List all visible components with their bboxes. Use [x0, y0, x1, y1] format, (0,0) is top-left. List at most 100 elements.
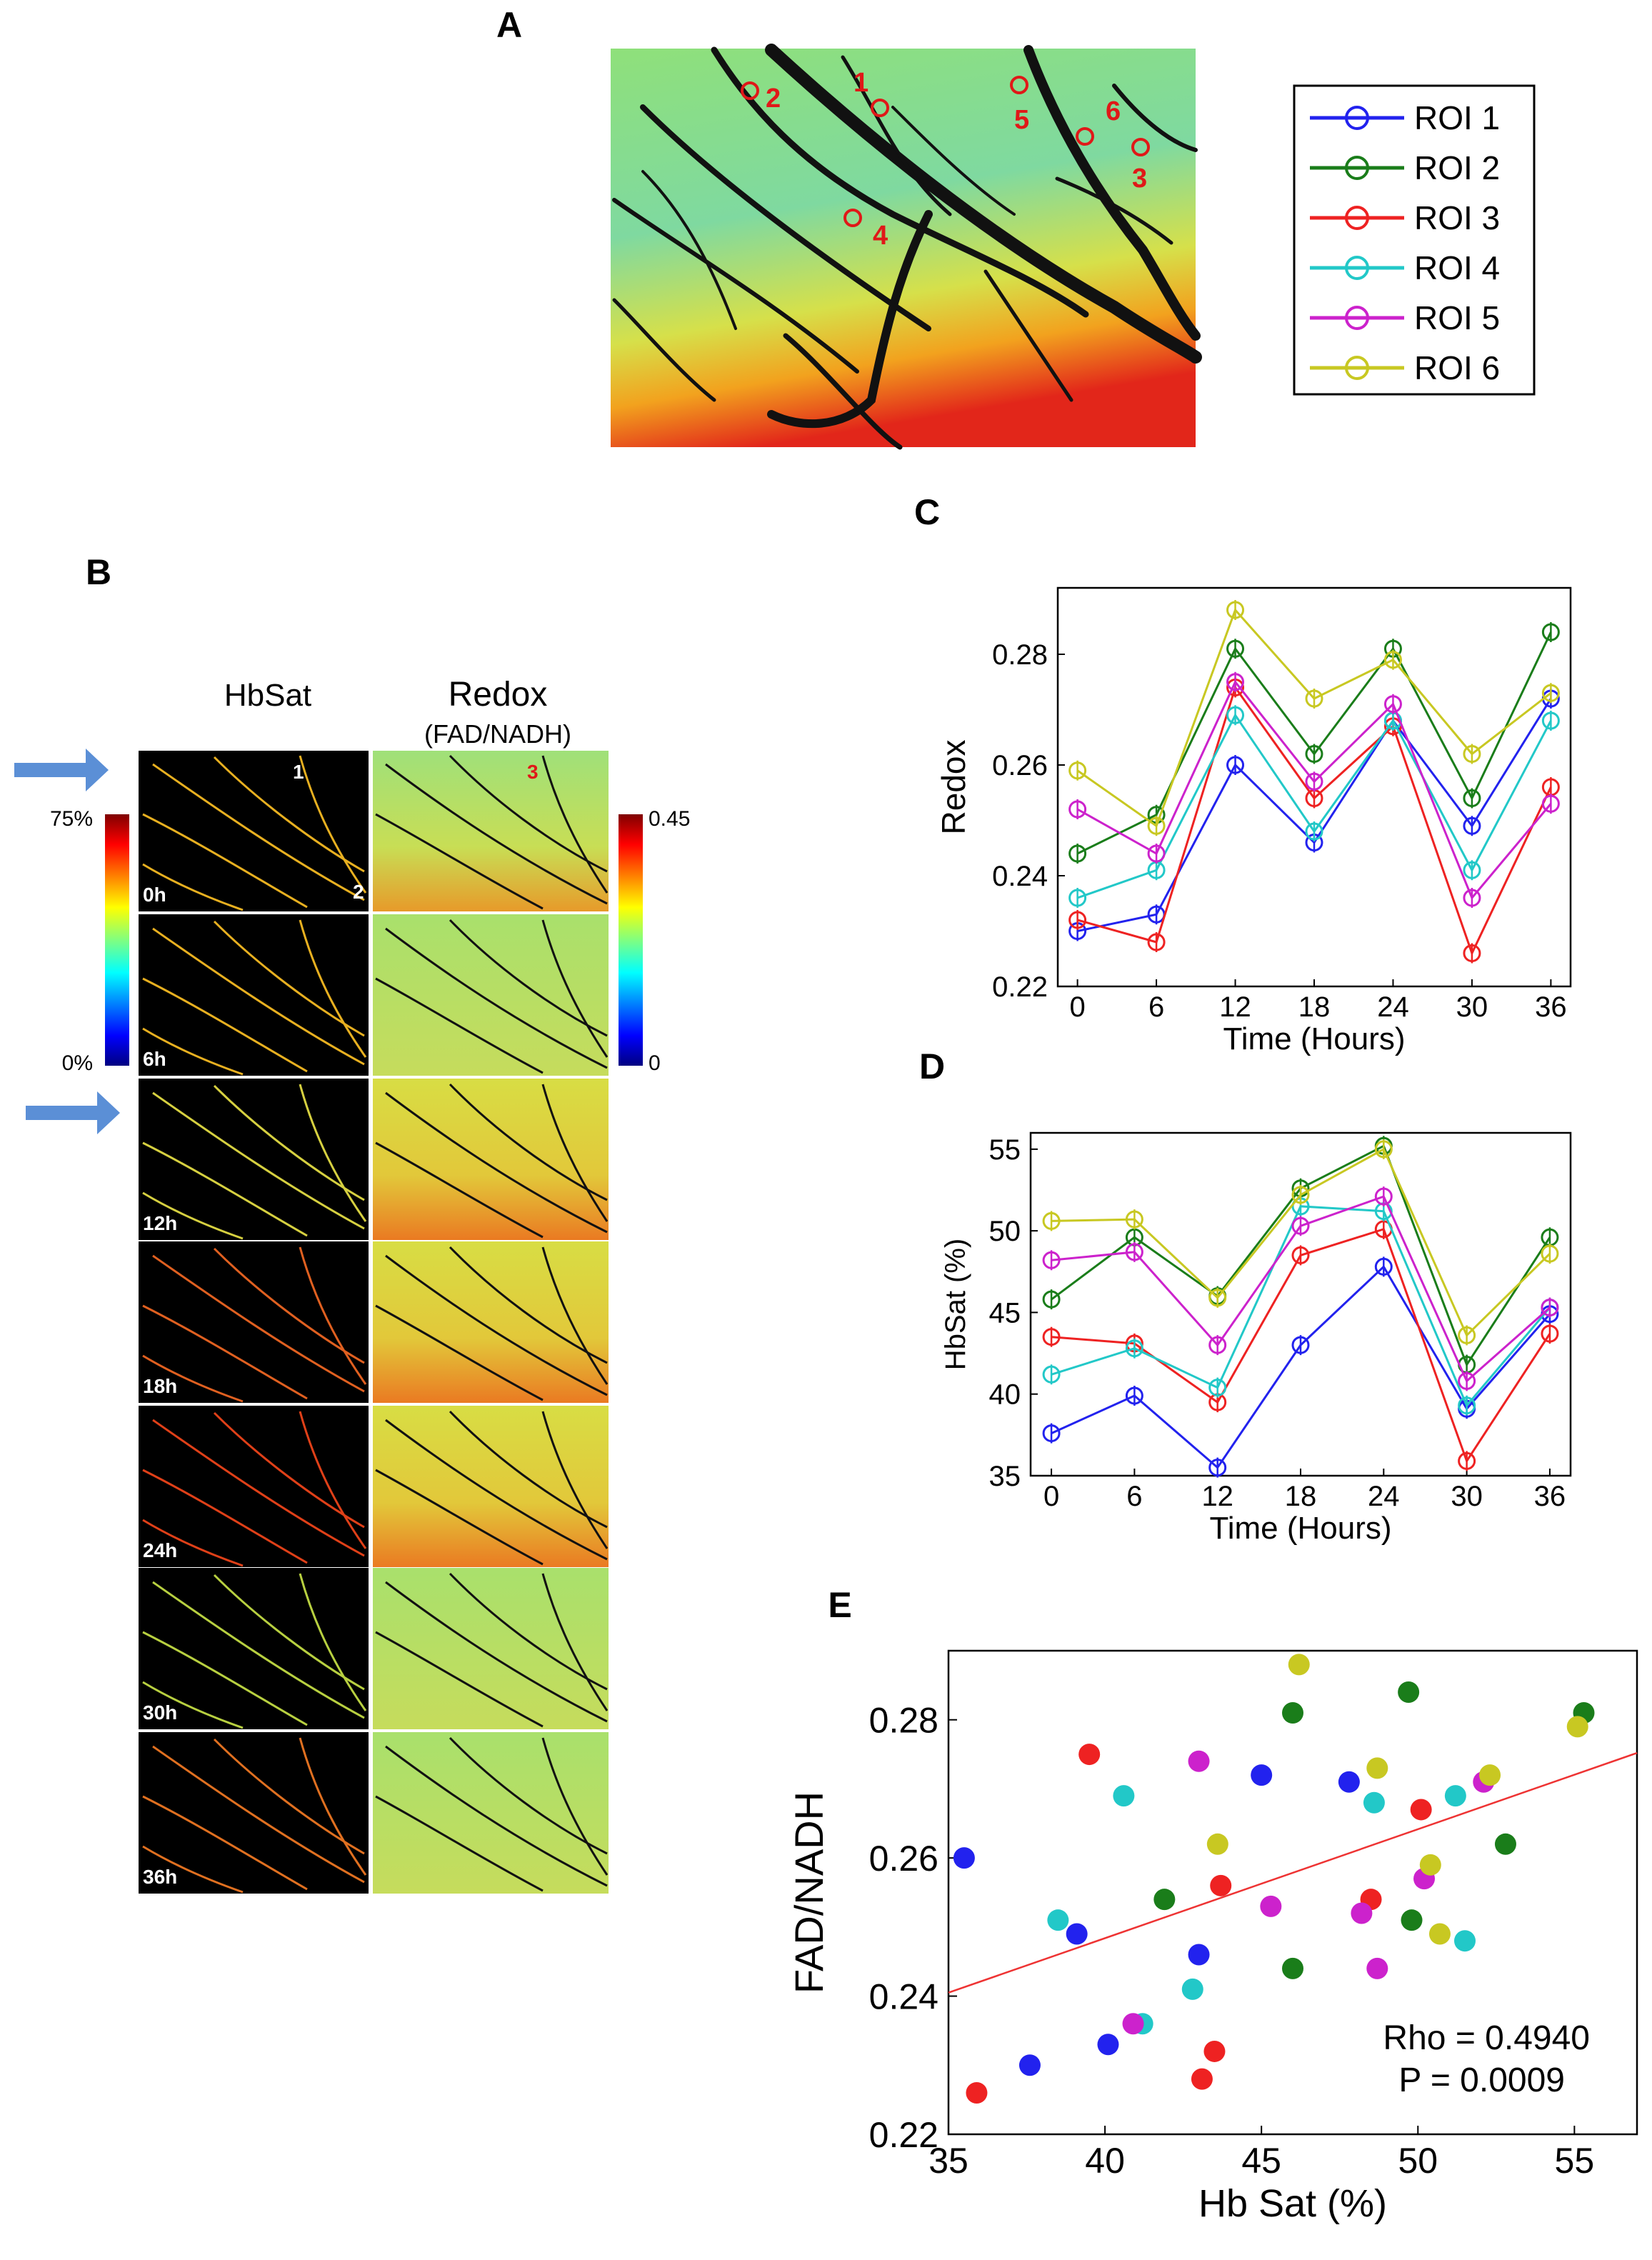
scatter-point [1351, 1902, 1373, 1924]
chart-scatter: 35 40 45 50 55 0.22 0.24 0.26 0.28 Hb Sat (%) FAD/… [786, 1649, 1638, 2225]
data-point [1147, 861, 1166, 879]
scatter-point [1122, 2013, 1144, 2035]
roi-label-3: 3 [1132, 164, 1147, 194]
montage-col-redox-sub: (FAD/NADH) [424, 719, 571, 749]
data-point [1226, 639, 1245, 658]
scatter-point [1454, 1930, 1476, 1952]
legend-label: ROI 5 [1414, 299, 1500, 336]
scatter-point [1566, 1716, 1588, 1738]
legend-marker [1345, 256, 1369, 280]
data-point [1042, 1328, 1061, 1346]
data-point [1147, 933, 1166, 951]
scatter-point [1206, 1833, 1228, 1855]
chart-hbsat: 0 6 12 18 24 30 36 35 40 45 50 55 Time (Hours) HbSat … [940, 1131, 1572, 1546]
data-point [1383, 695, 1402, 714]
y-axis-label: HbSat (%) [940, 1239, 971, 1371]
y-tick-label: 50 [989, 1216, 1021, 1247]
montage-col-redox: Redox [449, 676, 548, 714]
rho-annotation: Rho = 0.4940 [1383, 2019, 1590, 2057]
scatter-point [1494, 1833, 1516, 1855]
scatter-point [1251, 1764, 1273, 1786]
data-point [1374, 1187, 1393, 1206]
data-point [1125, 1386, 1143, 1405]
series-2 [1068, 622, 1560, 864]
roi-label-1: 1 [853, 68, 868, 98]
data-point [1226, 601, 1245, 619]
scatter-point [1363, 1791, 1385, 1814]
redox-tile [373, 1406, 609, 1567]
data-point [1374, 1140, 1393, 1159]
x-tick-label: 45 [1241, 2141, 1281, 2181]
redox-tile [373, 750, 609, 911]
chart-redox: 0 6 12 18 24 30 36 0.22 0.24 0.26 0.28 Time (Hours)… [935, 586, 1572, 1056]
data-point [1541, 623, 1560, 641]
scatter-point [1066, 1923, 1088, 1945]
data-point [1042, 1211, 1061, 1230]
legend-marker [1345, 106, 1369, 130]
data-point [1458, 1451, 1476, 1470]
data-point [1208, 1336, 1227, 1354]
x-tick-label: 6 [1148, 991, 1164, 1023]
series-6 [1042, 1139, 1559, 1346]
panel-letter-c: C [914, 492, 940, 532]
data-point [1541, 778, 1560, 796]
data-point [1208, 1459, 1227, 1477]
x-tick-label: 6 [1126, 1481, 1142, 1512]
series-5 [1068, 671, 1560, 908]
hbsat-colorbar [105, 814, 129, 1066]
time-label: 18h [143, 1375, 177, 1397]
data-point [1291, 1216, 1310, 1235]
data-point [1291, 1336, 1310, 1354]
time-label: 36h [143, 1866, 177, 1888]
y-tick-label: 0.26 [992, 750, 1048, 781]
data-point [1068, 800, 1087, 819]
legend-label: ROI 6 [1414, 349, 1500, 386]
legend-marker [1345, 206, 1369, 230]
x-tick-label: 12 [1219, 991, 1251, 1023]
roi-mark: 2 [353, 881, 364, 903]
data-point [1042, 1290, 1061, 1309]
data-point [1147, 816, 1166, 835]
data-point [1068, 761, 1087, 780]
scatter-point [1113, 1785, 1135, 1807]
data-point [1463, 745, 1481, 763]
data-point [1305, 822, 1323, 841]
p-annotation: P = 0.0009 [1398, 2061, 1565, 2099]
hbsat-cbar-min: 0% [62, 1051, 93, 1075]
scatter-point [1260, 1895, 1282, 1917]
data-point [1042, 1365, 1061, 1384]
scatter-point [1366, 1757, 1388, 1779]
hbsat-tile [139, 1406, 369, 1567]
data-point [1305, 772, 1323, 791]
roi-label-6: 6 [1106, 96, 1121, 126]
scatter-point [1181, 1978, 1203, 2000]
data-point [1147, 905, 1166, 924]
x-tick-label: 30 [1451, 1481, 1483, 1512]
scatter-point [953, 1847, 975, 1869]
scatter-point [1282, 1957, 1303, 1979]
x-tick-label: 18 [1285, 1481, 1317, 1512]
y-tick-label: 55 [989, 1134, 1021, 1166]
data-point [1042, 1251, 1061, 1269]
scatter-point [1188, 1944, 1210, 1966]
roi-legend: ROI 1 ROI 2 ROI 3 ROI 4 ROI 5 ROI 6 [1293, 84, 1536, 396]
scatter-point [1282, 1702, 1303, 1724]
series-4 [1042, 1196, 1559, 1416]
redox-cbar-max: 0.45 [649, 807, 690, 831]
scatter-point [966, 2081, 988, 2104]
hbsat-tile [139, 1568, 369, 1729]
x-tick-label: 0 [1043, 1481, 1059, 1512]
panel-letter-b: B [86, 552, 111, 592]
scatter-point [1338, 1771, 1360, 1793]
scatter-point [1444, 1785, 1466, 1807]
x-axis-label: Time (Hours) [1223, 1021, 1405, 1056]
x-tick-label: 40 [1085, 2141, 1125, 2181]
data-point [1463, 816, 1481, 835]
data-point [1541, 1299, 1559, 1317]
roi-label-5: 5 [1014, 105, 1029, 135]
regression-line [948, 1751, 1638, 1994]
legend-marker [1345, 156, 1369, 180]
x-tick-label: 24 [1368, 1481, 1400, 1512]
data-point [1383, 651, 1402, 669]
y-axis-label: FAD/NADH [786, 1791, 831, 1994]
